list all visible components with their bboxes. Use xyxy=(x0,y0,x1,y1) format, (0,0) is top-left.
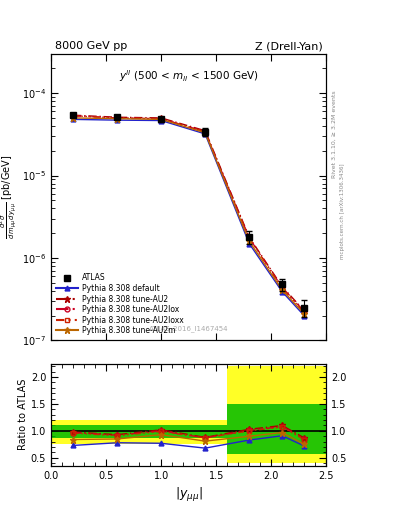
Line: Pythia 8.308 tune-AU2loxx: Pythia 8.308 tune-AU2loxx xyxy=(71,114,307,315)
Pythia 8.308 tune-AU2loxx xyxy=(280,285,285,291)
Legend: ATLAS, Pythia 8.308 default, Pythia 8.308 tune-AU2, Pythia 8.308 tune-AU2lox, Py: ATLAS, Pythia 8.308 default, Pythia 8.30… xyxy=(55,272,185,337)
Pythia 8.308 tune-AU2m xyxy=(159,116,163,122)
Line: Pythia 8.308 default: Pythia 8.308 default xyxy=(71,117,307,318)
Pythia 8.308 tune-AU2lox xyxy=(247,235,252,241)
Pythia 8.308 tune-AU2m xyxy=(115,116,119,122)
Pythia 8.308 default xyxy=(247,241,252,247)
Pythia 8.308 tune-AU2loxx xyxy=(159,116,163,122)
Pythia 8.308 tune-AU2m xyxy=(247,238,252,244)
Text: ATLAS_2016_I1467454: ATLAS_2016_I1467454 xyxy=(149,325,228,332)
Pythia 8.308 default xyxy=(115,117,119,123)
Pythia 8.308 tune-AU2m xyxy=(71,115,75,121)
Y-axis label: $\frac{d^2\sigma}{d\,m_{\mu\mu}\,d\,y_{\mu\mu}}$ [pb/GeV]: $\frac{d^2\sigma}{d\,m_{\mu\mu}\,d\,y_{\… xyxy=(0,155,19,239)
Pythia 8.308 tune-AU2 xyxy=(159,115,163,121)
Y-axis label: Ratio to ATLAS: Ratio to ATLAS xyxy=(18,379,28,451)
Pythia 8.308 tune-AU2lox xyxy=(280,284,285,290)
Pythia 8.308 default xyxy=(280,289,285,295)
Line: Pythia 8.308 tune-AU2lox: Pythia 8.308 tune-AU2lox xyxy=(71,114,307,314)
Pythia 8.308 default xyxy=(203,131,208,137)
Pythia 8.308 tune-AU2loxx xyxy=(302,309,307,315)
Text: mcplots.cern.ch [arXiv:1306.3436]: mcplots.cern.ch [arXiv:1306.3436] xyxy=(340,164,345,259)
Pythia 8.308 tune-AU2 xyxy=(203,127,208,134)
Line: Pythia 8.308 tune-AU2m: Pythia 8.308 tune-AU2m xyxy=(70,115,308,317)
Pythia 8.308 tune-AU2m xyxy=(280,287,285,293)
Pythia 8.308 tune-AU2loxx xyxy=(71,113,75,119)
Pythia 8.308 tune-AU2loxx xyxy=(247,235,252,241)
Text: Z (Drell-Yan): Z (Drell-Yan) xyxy=(255,41,322,51)
Text: 8000 GeV pp: 8000 GeV pp xyxy=(55,41,127,51)
Text: $y^{ll}$ (500 < $m_{ll}$ < 1500 GeV): $y^{ll}$ (500 < $m_{ll}$ < 1500 GeV) xyxy=(119,68,259,84)
Pythia 8.308 tune-AU2 xyxy=(280,284,285,290)
Pythia 8.308 tune-AU2 xyxy=(302,308,307,314)
Pythia 8.308 tune-AU2lox xyxy=(302,308,307,314)
Pythia 8.308 default xyxy=(302,313,307,319)
Pythia 8.308 tune-AU2lox xyxy=(203,129,208,135)
Pythia 8.308 tune-AU2lox xyxy=(159,116,163,122)
Pythia 8.308 tune-AU2 xyxy=(71,112,75,118)
Pythia 8.308 tune-AU2 xyxy=(115,114,119,120)
Pythia 8.308 tune-AU2loxx xyxy=(115,115,119,121)
Pythia 8.308 tune-AU2loxx xyxy=(203,129,208,135)
Pythia 8.308 tune-AU2lox xyxy=(71,113,75,119)
Pythia 8.308 tune-AU2 xyxy=(247,234,252,240)
Pythia 8.308 default xyxy=(71,116,75,122)
Text: Rivet 3.1.10, ≥ 3.2M events: Rivet 3.1.10, ≥ 3.2M events xyxy=(332,90,337,178)
Pythia 8.308 default xyxy=(159,117,163,123)
X-axis label: $|y_{\mu\mu}|$: $|y_{\mu\mu}|$ xyxy=(175,486,202,504)
Pythia 8.308 tune-AU2m xyxy=(203,130,208,136)
Line: Pythia 8.308 tune-AU2: Pythia 8.308 tune-AU2 xyxy=(70,112,308,314)
Pythia 8.308 tune-AU2lox xyxy=(115,115,119,121)
Pythia 8.308 tune-AU2m xyxy=(302,311,307,317)
